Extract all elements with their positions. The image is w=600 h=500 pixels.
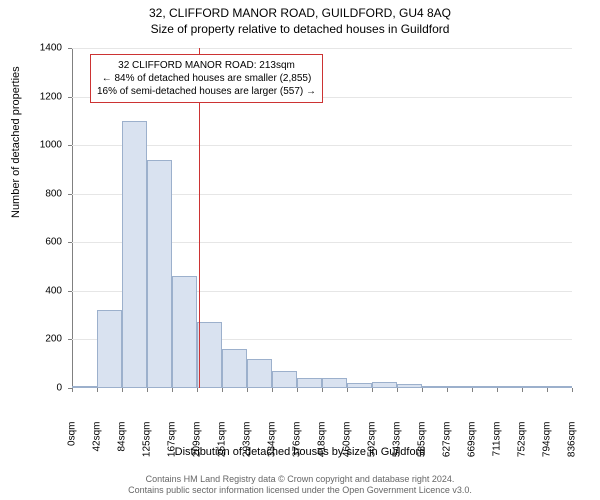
xtick-mark [572,388,573,392]
ytick-label: 1000 [22,140,62,151]
ytick-mark [68,145,72,146]
xtick-mark [222,388,223,392]
xtick-label: 752sqm [517,422,528,472]
histogram-bar [147,160,172,388]
xtick-label: 502sqm [367,422,378,472]
histogram-bar [72,386,97,388]
histogram-bar [497,386,522,388]
histogram-bar [297,378,322,388]
histogram-bar [447,386,472,388]
y-axis-line [72,48,73,388]
ytick-mark [68,97,72,98]
histogram-bar [522,386,547,388]
histogram-bar [97,310,122,388]
xtick-mark [472,388,473,392]
header-title: 32, CLIFFORD MANOR ROAD, GUILDFORD, GU4 … [0,0,600,20]
ytick-label: 1200 [22,91,62,102]
xtick-mark [547,388,548,392]
xtick-mark [522,388,523,392]
histogram-bar [322,378,347,388]
xtick-mark [97,388,98,392]
ytick-mark [68,291,72,292]
annotation-box: 32 CLIFFORD MANOR ROAD: 213sqm← 84% of d… [90,54,323,103]
plot-region: 32 CLIFFORD MANOR ROAD: 213sqm← 84% of d… [72,48,572,388]
ytick-label: 200 [22,334,62,345]
histogram-bar [172,276,197,388]
xtick-label: 376sqm [292,422,303,472]
annotation-line: 32 CLIFFORD MANOR ROAD: 213sqm [97,59,316,72]
ytick-label: 600 [22,237,62,248]
xtick-mark [197,388,198,392]
xtick-label: 125sqm [142,422,153,472]
ytick-label: 0 [22,383,62,394]
y-axis-label: Number of detached properties [10,66,22,218]
xtick-mark [72,388,73,392]
histogram-bar [397,384,422,388]
ytick-label: 400 [22,285,62,296]
gridline [72,48,572,49]
histogram-bar [222,349,247,388]
histogram-bar [547,386,572,388]
xtick-mark [422,388,423,392]
xtick-mark [397,388,398,392]
xtick-mark [247,388,248,392]
xtick-label: 42sqm [92,422,103,472]
xtick-label: 669sqm [467,422,478,472]
xtick-label: 543sqm [392,422,403,472]
footer-line1: Contains HM Land Registry data © Crown c… [0,474,600,485]
xtick-mark [322,388,323,392]
histogram-bar [122,121,147,388]
chart-area: 32 CLIFFORD MANOR ROAD: 213sqm← 84% of d… [72,48,572,388]
histogram-bar [347,383,372,388]
xtick-label: 84sqm [117,422,128,472]
xtick-label: 711sqm [492,422,503,472]
ytick-mark [68,48,72,49]
footer: Contains HM Land Registry data © Crown c… [0,474,600,496]
ytick-mark [68,339,72,340]
xtick-mark [347,388,348,392]
histogram-bar [247,359,272,388]
xtick-label: 585sqm [417,422,428,472]
annotation-line: ← 84% of detached houses are smaller (2,… [97,72,316,85]
gridline [72,145,572,146]
xtick-label: 209sqm [192,422,203,472]
xtick-label: 251sqm [217,422,228,472]
xtick-mark [122,388,123,392]
xtick-label: 293sqm [242,422,253,472]
histogram-bar [472,386,497,388]
xtick-mark [147,388,148,392]
page-container: 32, CLIFFORD MANOR ROAD, GUILDFORD, GU4 … [0,0,600,500]
ytick-mark [68,194,72,195]
xtick-mark [272,388,273,392]
xtick-label: 627sqm [442,422,453,472]
annotation-line: 16% of semi-detached houses are larger (… [97,85,316,98]
histogram-bar [197,322,222,388]
ytick-label: 1400 [22,43,62,54]
footer-line2: Contains public sector information licen… [0,485,600,496]
xtick-mark [372,388,373,392]
xtick-label: 418sqm [317,422,328,472]
histogram-bar [422,386,447,388]
xtick-mark [447,388,448,392]
ytick-mark [68,242,72,243]
xtick-label: 836sqm [567,422,578,472]
xtick-label: 794sqm [542,422,553,472]
xtick-label: 460sqm [342,422,353,472]
header-subtitle: Size of property relative to detached ho… [0,20,600,36]
xtick-label: 334sqm [267,422,278,472]
histogram-bar [372,382,397,388]
histogram-bar [272,371,297,388]
xtick-mark [297,388,298,392]
xtick-mark [172,388,173,392]
xtick-mark [497,388,498,392]
ytick-label: 800 [22,188,62,199]
xtick-label: 0sqm [67,422,78,472]
xtick-label: 167sqm [167,422,178,472]
